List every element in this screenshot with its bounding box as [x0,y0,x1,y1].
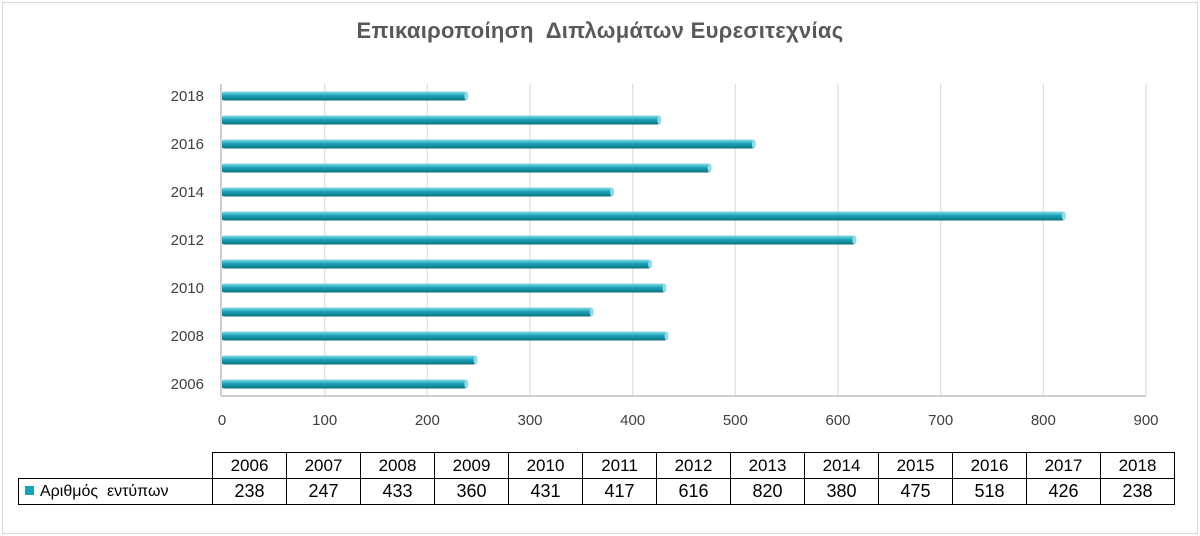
data-table: 2006 2007 2008 2009 2010 2011 2012 2013 2014 2015… [18,452,1175,505]
data-table-value-row: Αριθμός εντύπων 238 247 433 360 431 417 616 820… [18,478,1175,505]
bar-rect-2017 [222,115,660,125]
bar-2016 [222,139,756,149]
table-value-2018: 238 [1100,478,1175,505]
table-value-2014: 380 [804,478,879,505]
bar-cap-2016 [751,139,756,149]
y-tick-label: 2012 [171,232,204,249]
table-year-2008: 2008 [360,452,435,479]
bar-2017 [222,115,662,125]
table-year-2009: 2009 [434,452,509,479]
x-tick-label: 300 [517,412,542,429]
x-tick-label: 700 [928,412,953,429]
y-tick-label: 2016 [171,136,204,153]
table-value-2013: 820 [730,478,805,505]
x-tick-label: 600 [825,412,850,429]
bar-cap-2011 [648,259,653,269]
bar-cap-2012 [852,235,857,245]
y-tick-label: 2018 [171,88,204,105]
x-tick-label: 500 [723,412,748,429]
y-tick-label: 2006 [171,376,204,393]
table-year-2014: 2014 [804,452,879,479]
table-year-2017: 2017 [1026,452,1101,479]
bar-cap-2017 [657,115,662,125]
table-value-2016: 518 [952,478,1027,505]
legend-entry: Αριθμός εντύπων [18,478,213,505]
bar-cap-2009 [589,307,594,317]
y-tick-label: 2008 [171,328,204,345]
bar-rect-2009 [222,307,592,317]
y-tick-label: 2014 [171,184,204,201]
y-tick-label: 2010 [171,280,204,297]
bar-cap-2006 [464,379,469,389]
bar-2006 [222,379,469,389]
bar-2015 [222,163,712,173]
table-year-2007: 2007 [286,452,361,479]
bar-rect-2007 [222,355,476,365]
x-tick-labels: 0 100 200 300 400 500 600 700 800 900 [218,412,1159,429]
x-tick-label: 0 [218,412,226,429]
bar-2011 [222,259,653,269]
bar-2013 [222,211,1066,221]
axes [220,84,1146,397]
data-table-corner [19,453,213,479]
table-year-2015: 2015 [878,452,953,479]
bar-2018 [222,91,469,101]
bar-rect-2018 [222,91,467,101]
bar-cap-2008 [664,331,669,341]
bar-rect-2013 [222,211,1064,221]
table-year-2010: 2010 [508,452,583,479]
bar-cap-2007 [473,355,478,365]
bars [222,91,1066,389]
bar-2014 [222,187,615,197]
table-year-2018: 2018 [1100,452,1175,479]
x-tick-label: 900 [1133,412,1158,429]
table-value-2012: 616 [656,478,731,505]
bar-rect-2012 [222,235,855,245]
legend-key-swatch [25,485,34,495]
bar-rect-2010 [222,283,665,293]
bar-cap-2018 [464,91,469,101]
bar-chart: 0 100 200 300 400 500 600 700 800 900 2006 2008 201… [171,84,1159,429]
legend-label: Αριθμός εντύπων [40,482,169,500]
bar-rect-2015 [222,163,710,173]
bar-rect-2008 [222,331,667,341]
x-tick-label: 400 [620,412,645,429]
table-year-2016: 2016 [952,452,1027,479]
bar-cap-2015 [707,163,712,173]
x-tick-label: 200 [415,412,440,429]
table-year-2006: 2006 [212,452,287,479]
bar-2009 [222,307,594,317]
bar-cap-2013 [1061,211,1066,221]
table-value-2010: 431 [508,478,583,505]
table-value-2007: 247 [286,478,361,505]
bar-2007 [222,355,478,365]
bar-2008 [222,331,669,341]
bar-cap-2014 [610,187,615,197]
table-value-2015: 475 [878,478,953,505]
x-tick-label: 100 [312,412,337,429]
bar-cap-2010 [662,283,667,293]
table-value-2006: 238 [212,478,287,505]
data-table-header-row: 2006 2007 2008 2009 2010 2011 2012 2013 2014 2015… [19,452,1175,479]
y-tick-labels: 2006 2008 2010 2012 2014 2016 2018 [171,88,204,393]
bar-2010 [222,283,667,293]
bar-2012 [222,235,857,245]
table-value-2008: 433 [360,478,435,505]
table-year-2013: 2013 [730,452,805,479]
table-year-2012: 2012 [656,452,731,479]
bar-rect-2006 [222,379,467,389]
table-value-2011: 417 [582,478,657,505]
bar-rect-2011 [222,259,651,269]
table-value-2017: 426 [1026,478,1101,505]
bar-rect-2014 [222,187,613,197]
table-value-2009: 360 [434,478,509,505]
chart-title: Επικαιροποίηση Διπλωμάτων Ευρεσιτεχνίας [356,18,844,43]
table-year-2011: 2011 [582,452,657,479]
bar-rect-2016 [222,139,754,149]
x-tick-label: 800 [1031,412,1056,429]
